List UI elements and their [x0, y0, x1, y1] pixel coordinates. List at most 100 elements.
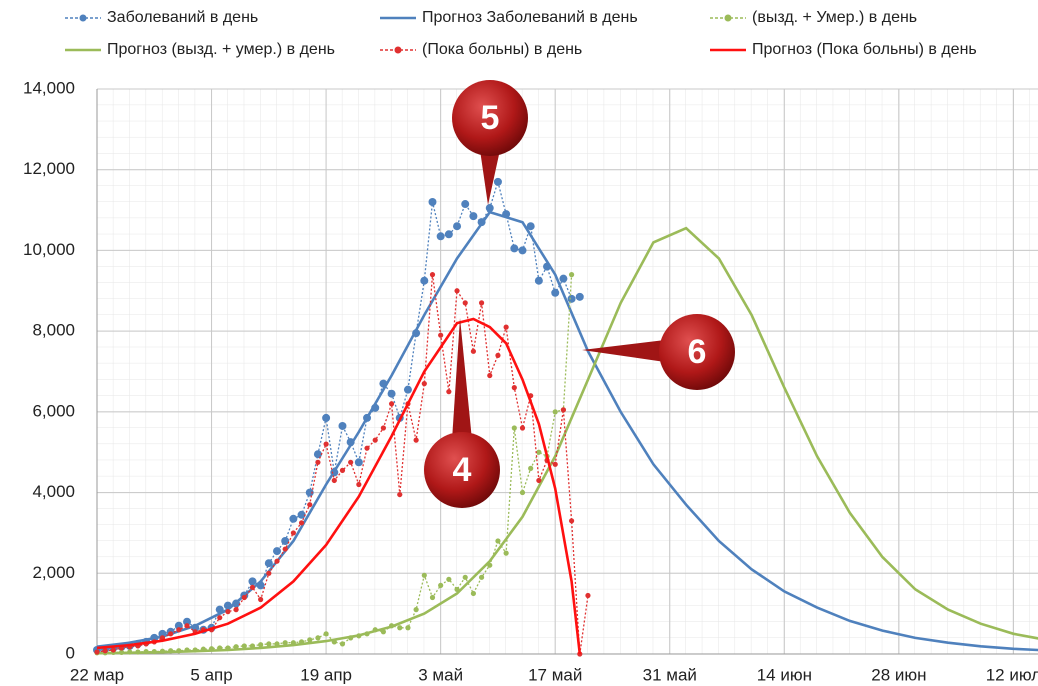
- data-point: [462, 300, 468, 306]
- data-point: [510, 244, 519, 253]
- data-point: [273, 547, 282, 556]
- x-tick-label: 19 апр: [300, 665, 352, 684]
- data-point: [297, 510, 306, 519]
- annotation-label: 6: [688, 333, 707, 371]
- data-point: [315, 459, 321, 465]
- legend-label: Прогноз Заболеваний в день: [422, 9, 638, 26]
- y-tick-label: 2,000: [32, 563, 75, 582]
- data-point: [428, 198, 437, 206]
- y-tick-label: 10,000: [23, 240, 75, 259]
- y-tick-label: 4,000: [32, 482, 75, 501]
- data-point: [225, 609, 231, 615]
- data-point: [560, 407, 567, 413]
- data-point: [438, 582, 444, 588]
- data-point: [380, 425, 386, 431]
- data-point: [298, 520, 305, 526]
- data-point: [356, 481, 362, 488]
- forecast-line: [96, 210, 1038, 652]
- data-point: [511, 385, 517, 391]
- data-point: [413, 607, 419, 613]
- data-point: [387, 389, 396, 398]
- data-point: [568, 518, 575, 524]
- data-point: [519, 489, 526, 496]
- data-point: [354, 458, 363, 467]
- data-point: [217, 615, 223, 621]
- data-point: [462, 574, 468, 580]
- data-point: [264, 559, 273, 568]
- annotation-pointer: [582, 340, 665, 362]
- data-point: [429, 272, 436, 278]
- data-point: [338, 421, 347, 430]
- data-point: [233, 607, 239, 613]
- data-point: [534, 276, 543, 285]
- x-tick-label: 28 июн: [871, 665, 926, 684]
- data-point: [290, 530, 296, 536]
- data-point: [519, 425, 526, 431]
- annotation-pointer: [480, 150, 500, 205]
- data-point: [258, 642, 264, 648]
- x-tick-label: 3 май: [418, 665, 463, 684]
- data-point: [421, 572, 427, 578]
- data-point: [266, 641, 272, 647]
- data-point: [313, 450, 322, 459]
- x-tick-label: 12 июл: [986, 665, 1038, 684]
- data-point: [495, 538, 501, 544]
- data-point: [436, 232, 445, 241]
- x-tick-label: 14 июн: [757, 665, 812, 684]
- forecast-line: [96, 226, 1038, 655]
- data-point: [559, 274, 568, 283]
- data-point: [421, 381, 427, 387]
- data-point: [397, 491, 403, 498]
- data-point: [568, 272, 575, 278]
- data-point: [478, 300, 485, 306]
- data-point: [305, 488, 314, 497]
- data-point: [485, 204, 494, 213]
- data-point: [233, 644, 239, 650]
- annotation-label: 5: [481, 99, 500, 137]
- data-point: [176, 627, 182, 633]
- data-point: [446, 576, 452, 582]
- data-point: [429, 594, 436, 601]
- forecast-line: [96, 317, 582, 655]
- data-point: [174, 621, 183, 630]
- data-point: [282, 640, 288, 646]
- data-point: [495, 352, 501, 358]
- data-point: [323, 631, 329, 637]
- data-point: [331, 477, 337, 484]
- legend-dot: [394, 46, 402, 54]
- data-point: [94, 649, 100, 655]
- data-point: [315, 635, 321, 641]
- data-point: [110, 647, 116, 653]
- x-tick-label: 17 май: [528, 665, 582, 684]
- data-point: [307, 637, 313, 643]
- data-point: [397, 625, 403, 631]
- data-point: [526, 222, 535, 231]
- data-point: [444, 230, 453, 239]
- x-tick-label: 5 апр: [190, 665, 232, 684]
- x-tick-label: 22 мар: [70, 665, 124, 684]
- data-point: [518, 246, 527, 255]
- data-point: [249, 584, 256, 591]
- data-point: [493, 177, 502, 186]
- data-point: [307, 502, 313, 508]
- data-point: [183, 617, 192, 626]
- data-point: [438, 332, 444, 338]
- annotation-pointer: [452, 318, 472, 440]
- y-tick-label: 8,000: [32, 321, 75, 340]
- data-point: [551, 288, 560, 297]
- data-point: [348, 459, 354, 465]
- data-point: [241, 594, 247, 601]
- data-point: [552, 461, 558, 467]
- data-point: [322, 413, 331, 422]
- data-point: [413, 437, 419, 443]
- data-point: [282, 546, 288, 552]
- data-point: [503, 324, 509, 330]
- annotation-ball: [659, 314, 735, 390]
- data-point: [511, 425, 517, 431]
- legend-label: Прогноз (вызд. + умер.) в день: [107, 41, 335, 58]
- data-point: [575, 292, 584, 301]
- y-tick-label: 12,000: [23, 159, 75, 178]
- data-point: [470, 348, 476, 354]
- data-point: [567, 294, 576, 303]
